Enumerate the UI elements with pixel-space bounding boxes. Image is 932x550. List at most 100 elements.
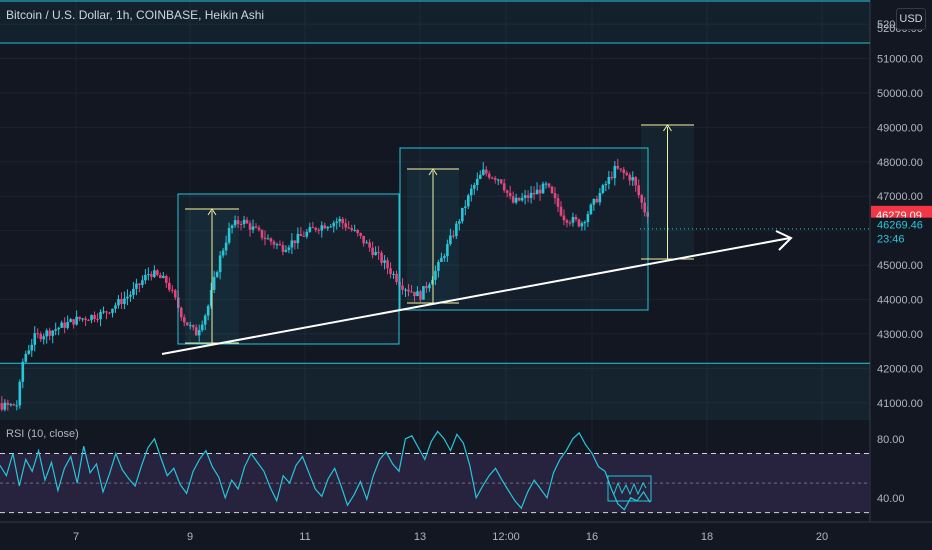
candle-body (622, 169, 626, 173)
candle-body (90, 315, 93, 321)
candle-body (604, 184, 608, 186)
candle-body (529, 192, 533, 198)
candle-body (215, 272, 219, 277)
candle-body (317, 229, 321, 231)
candle-body (84, 318, 87, 321)
support-zone (0, 363, 870, 420)
candle-body (344, 223, 348, 228)
candle-body (428, 284, 431, 289)
measure-1-shade (185, 209, 239, 343)
candle-body (499, 179, 503, 184)
candle-body (395, 273, 398, 282)
candle-body (484, 169, 488, 174)
candle-body (583, 221, 587, 224)
candle-body (610, 176, 614, 179)
candle-body (281, 245, 285, 252)
candle-body (422, 286, 425, 300)
candle-body (440, 257, 443, 262)
candle-body (329, 226, 333, 228)
candle-body (505, 190, 509, 193)
candle-body (51, 330, 54, 336)
candle-body (383, 260, 386, 263)
candle-body (532, 192, 536, 195)
consolidation-box-1 (177, 193, 400, 345)
candle-body (63, 322, 66, 328)
candle-body (431, 279, 434, 285)
candle-body (458, 221, 461, 224)
candle-body (574, 216, 578, 220)
candles (0, 158, 649, 412)
candle-body (254, 226, 258, 228)
candle-body (535, 189, 539, 195)
candle-body (129, 294, 132, 297)
candle-body (416, 291, 419, 297)
candle-body (206, 306, 210, 316)
rsi-annotation-zigzag (613, 481, 647, 496)
candle-body (547, 183, 551, 187)
candle-body (224, 242, 228, 251)
candle-body (565, 220, 569, 223)
time-tick-label: 18 (701, 531, 713, 543)
candle-body (120, 299, 123, 304)
candle-body (553, 193, 557, 199)
rsi-tick-label: 80.00 (877, 434, 905, 446)
price-tick-label: 42000.00 (877, 363, 923, 375)
candle-body (541, 183, 545, 194)
candle-body (640, 195, 644, 203)
candle-body (48, 330, 51, 336)
candle-body (592, 198, 596, 205)
candle-body (413, 291, 416, 297)
candle-body (108, 312, 111, 314)
candle-body (302, 235, 306, 237)
candle-body (6, 402, 10, 406)
measure-2-head (428, 168, 438, 176)
candle-body (194, 327, 198, 336)
candle-body (144, 274, 147, 281)
candle-body (496, 179, 500, 181)
price-tick-label: 45000.00 (877, 260, 923, 272)
candle-body (39, 333, 43, 340)
candle-body (425, 286, 428, 289)
candle-body (293, 240, 297, 244)
candle-body (434, 270, 437, 280)
candle-body (239, 224, 243, 226)
candle-body (595, 198, 599, 203)
candle-body (386, 260, 389, 269)
candle-body (362, 235, 365, 244)
grid (0, 0, 932, 523)
currency-badge[interactable]: USD (896, 8, 926, 30)
candle-body (314, 227, 318, 230)
candle-body (36, 333, 40, 335)
candle-body (308, 227, 312, 232)
candle-body (284, 249, 288, 252)
candle-body (221, 250, 225, 256)
candle-body (72, 319, 75, 325)
price-tick-label: 44000.00 (877, 295, 923, 307)
candle-body (24, 353, 28, 362)
candle-body (126, 296, 129, 299)
candle-body (260, 229, 264, 238)
time-tick-label: 7 (73, 531, 79, 543)
candle-body (287, 247, 291, 250)
candle-body (162, 275, 165, 279)
candle-body (586, 214, 590, 222)
candle-body (245, 219, 249, 224)
candle-body (60, 322, 63, 328)
candle-body (278, 244, 282, 246)
candle-body (275, 244, 279, 246)
time-axis[interactable]: 7 9 11 13 12:00 16 18 20 (73, 531, 828, 543)
candle-body (123, 298, 126, 304)
candle-body (320, 225, 324, 231)
candle-body (359, 233, 362, 236)
candle-body (562, 215, 566, 221)
candle-body (117, 299, 120, 306)
candle-body (182, 317, 186, 323)
price-tick-label: 47000.00 (877, 191, 923, 203)
candle-body (368, 242, 371, 248)
candle-body (156, 270, 159, 275)
candle-body (613, 165, 617, 179)
candle-body (526, 195, 530, 198)
candle-body (335, 221, 339, 223)
candle-body (3, 402, 7, 410)
